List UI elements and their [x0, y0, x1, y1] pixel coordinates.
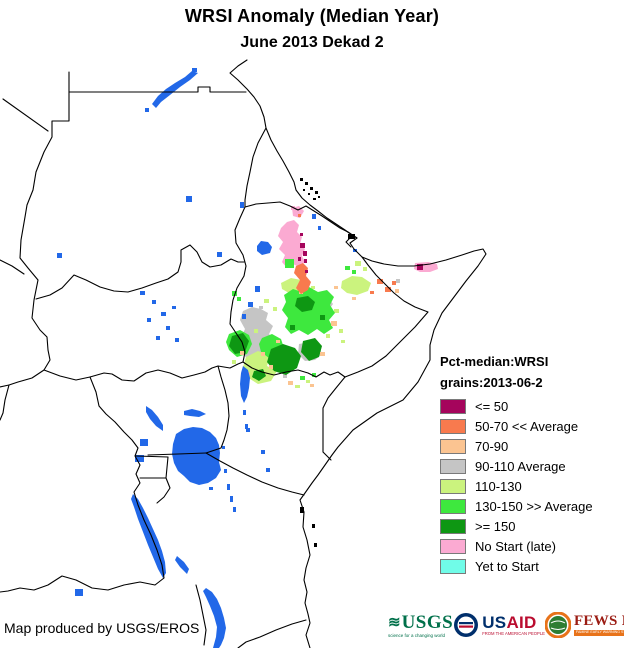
islands-and-coastal-marks — [300, 178, 355, 547]
legend-heading-line2: grains:2013-06-2 — [440, 375, 543, 390]
border-egypt-sudan — [68, 86, 247, 93]
usaid-logo-text-aid: AID — [506, 612, 537, 632]
legend-swatch — [440, 478, 466, 494]
data-class-le-50 — [298, 233, 423, 273]
legend-swatch — [440, 558, 466, 574]
border-sudan-eritrea — [244, 127, 267, 208]
legend-label: 130-150 >> Average — [475, 498, 593, 514]
border-eritrea-ethiopia — [244, 201, 358, 239]
usgs-logo-text: USGS — [401, 611, 454, 633]
lake-albert — [146, 406, 163, 431]
border-south-sudan-uganda-kenya — [43, 361, 244, 382]
legend-label: Yet to Start — [475, 558, 539, 574]
legend-item: No Start (late) — [440, 536, 624, 556]
lake-edward — [140, 439, 148, 446]
legend-label: 90-110 Average — [475, 458, 566, 474]
usaid-seal-icon — [453, 612, 479, 638]
border-tanzania-mozambique — [237, 619, 307, 648]
usgs-logo: ≋ USGS science for a changing world — [388, 613, 453, 638]
border-malawi-west — [195, 584, 207, 646]
border-djibouti — [345, 235, 353, 248]
border-ethiopia-somalia — [344, 256, 429, 378]
legend-heading-line1: Pct-median:WRSI — [440, 354, 549, 369]
usgs-wave-icon: ≋ — [388, 613, 401, 631]
border-rwanda-burundi — [135, 455, 171, 504]
lake-tanganyika — [131, 494, 166, 578]
lake-rukwa — [175, 556, 189, 574]
legend-swatch — [440, 418, 466, 434]
border-ethiopia-sudan — [229, 206, 247, 363]
lake-victoria — [172, 427, 221, 485]
border-uganda-tanzania — [147, 452, 207, 456]
title-block: WRSI Anomaly (Median Year) June 2013 Dek… — [0, 6, 624, 52]
fews-net-logo-text: FEWS NET — [573, 613, 624, 630]
nile-segment — [186, 196, 192, 202]
legend-label: <= 50 — [475, 398, 509, 414]
lake-mweru — [75, 589, 83, 596]
legend-item: 50-70 << Average — [440, 416, 624, 436]
legend-swatch — [440, 538, 466, 554]
lake-malawi — [203, 588, 226, 648]
legend-label: 110-130 — [475, 478, 522, 494]
usgs-tagline: science for a changing world — [388, 632, 446, 638]
lake-kivu — [135, 455, 144, 462]
map-title: WRSI Anomaly (Median Year) — [184, 6, 440, 26]
usaid-logo-text-us: US — [482, 612, 507, 632]
border-egypt-libya-chad — [0, 71, 70, 421]
coastline-red-sea-indian-ocean — [229, 59, 487, 648]
legend-item: 110-130 — [440, 476, 624, 496]
legend-item: 70-90 — [440, 436, 624, 456]
border-libya-corner — [2, 98, 49, 132]
border-sudan-south-sudan — [35, 244, 245, 300]
legend-item: <= 50 — [440, 396, 624, 416]
lake-turkana — [240, 366, 250, 403]
border-uganda-kenya — [205, 365, 230, 454]
legend-swatch — [440, 398, 466, 414]
legend-label: No Start (late) — [475, 538, 556, 554]
legend-item: 90-110 Average — [440, 456, 624, 476]
credit-text: Map produced by USGS/EROS — [4, 620, 200, 636]
country-borders — [0, 59, 487, 648]
border-kenya-somalia — [322, 376, 346, 461]
legend-item: 130-150 >> Average — [440, 496, 624, 516]
lake-tana — [257, 241, 272, 255]
fews-globe-icon — [544, 612, 571, 638]
legend-swatch — [440, 458, 466, 474]
border-ethiopia-kenya — [242, 361, 346, 378]
map-subtitle: June 2013 Dekad 2 — [240, 34, 384, 51]
legend-swatch — [440, 438, 466, 454]
legend-rows: <= 50 50-70 << Average 70-90 90-110 Aver… — [440, 396, 624, 576]
fews-net-tagline: FAMINE EARLY WARNING SYSTEMS NETWORK — [573, 630, 624, 636]
fews-net-logo: FEWS NET FAMINE EARLY WARNING SYSTEMS NE… — [544, 612, 624, 638]
legend-label: >= 150 — [475, 518, 516, 534]
lakes-and-rivers — [57, 68, 357, 648]
border-car-chad — [0, 259, 25, 275]
usaid-logo: USAID FROM THE AMERICAN PEOPLE — [453, 612, 545, 638]
legend-label: 70-90 — [475, 438, 509, 454]
data-class-ge-150 — [229, 296, 325, 381]
legend-item: >= 150 — [440, 516, 624, 536]
logo-row: ≋ USGS science for a changing world USAI… — [388, 604, 624, 646]
legend-swatch — [440, 498, 466, 514]
legend-swatch — [440, 518, 466, 534]
legend: Pct-median:WRSI grains:2013-06-2 <= 50 5… — [440, 354, 624, 576]
border-kenya-tanzania — [205, 452, 305, 496]
lake-nasser — [152, 71, 198, 108]
border-drc-chain — [0, 376, 165, 593]
legend-label: 50-70 << Average — [475, 418, 579, 434]
usaid-tagline: FROM THE AMERICAN PEOPLE — [482, 630, 545, 636]
legend-item: Yet to Start — [440, 556, 624, 576]
lake-kyoga — [184, 409, 206, 417]
